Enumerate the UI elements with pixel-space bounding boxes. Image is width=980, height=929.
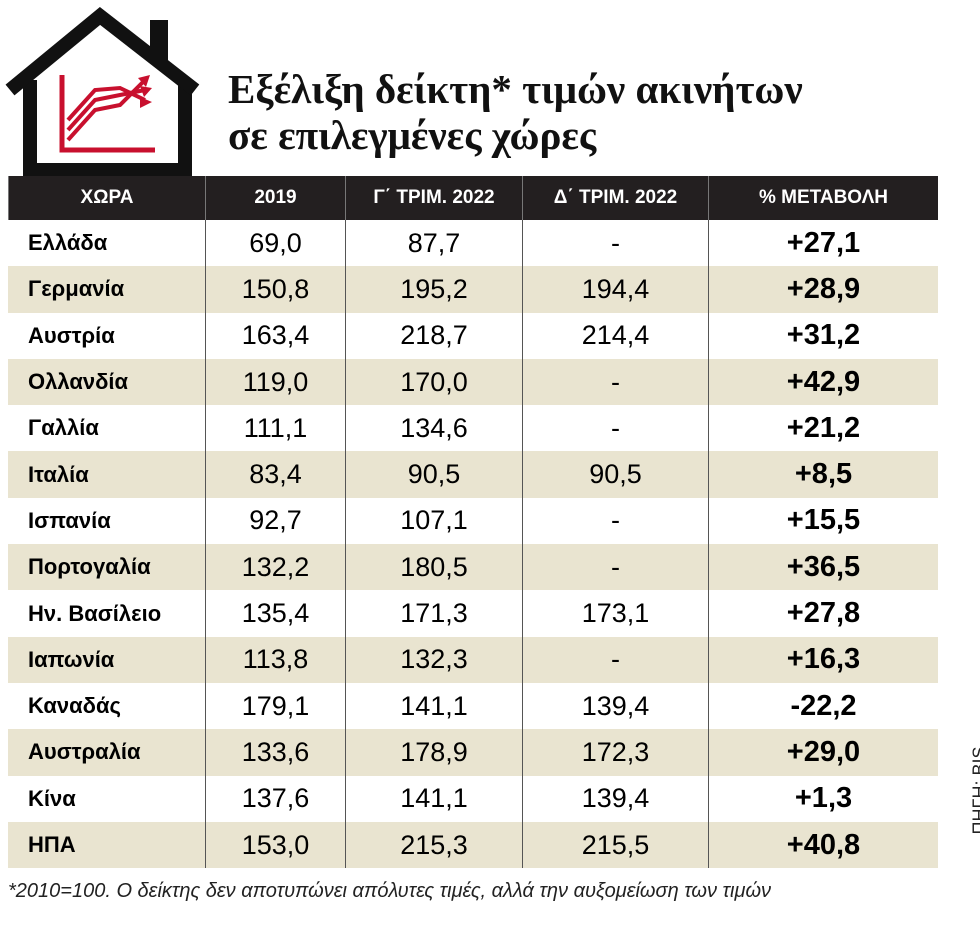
cell-value: 69,0 <box>205 220 345 267</box>
cell-value: 215,3 <box>345 821 522 869</box>
cell-value: +29,0 <box>708 729 938 776</box>
country: Ιαπωνία <box>28 646 115 672</box>
cell-value: - <box>522 220 708 267</box>
cell-value: 132,3 <box>345 636 522 683</box>
cell-value: 87,7 <box>345 220 522 267</box>
table-row: Αυστρία 163,4 218,7 214,4 +31,2 <box>8 312 938 359</box>
cell-value: +21,2 <box>708 405 938 452</box>
table-row: Ην. Βασίλειο 135,4 171,3 173,1 +27,8 <box>8 590 938 637</box>
table-row: Ισπανία 92,7 107,1- +15,5 <box>8 497 938 545</box>
country: Αυστρία <box>28 322 115 348</box>
cell-value: 92,7 <box>205 497 345 545</box>
table-row: Ελλάδα 69,0 87,7- +27,1 <box>8 220 938 267</box>
cell-value: - <box>522 544 708 591</box>
country: Καναδάς <box>28 693 121 719</box>
cell-value: 172,3 <box>522 729 708 776</box>
column-header: Γ΄ ΤΡΙΜ. 2022 <box>345 176 522 220</box>
cell-value: 133,6 <box>205 729 345 776</box>
cell-value: 170,0 <box>345 358 522 406</box>
country: ΗΠΑ <box>28 832 76 857</box>
country: Κίνα <box>28 785 76 811</box>
table-body: Ελλάδα 69,0 87,7- +27,1 Γερμανία 150,8 195,2 19… <box>8 220 938 869</box>
table-row: Αυστραλία 133,6 178,9 172,3 +29,0 <box>8 729 938 776</box>
cell-value: 119,0 <box>205 358 345 406</box>
country: Ολλανδία <box>28 369 129 395</box>
cell-value: 150,8 <box>205 266 345 313</box>
table-row: Πορτογαλία 132,2 180,5- +36,5 <box>8 544 938 591</box>
source: ΠΗΓΗ: BIS <box>969 746 980 835</box>
cell-value: 139,4 <box>522 682 708 730</box>
cell-value: +42,9 <box>708 358 938 406</box>
cell-value: 171,3 <box>345 590 522 637</box>
cell-value: +27,8 <box>708 590 938 637</box>
cell-value: - <box>522 497 708 545</box>
cell-value: 179,1 <box>205 682 345 730</box>
cell-value: 113,8 <box>205 636 345 683</box>
country: Ελλάδα <box>28 230 108 256</box>
cell-value: 141,1 <box>345 682 522 730</box>
cell-value: - <box>522 358 708 406</box>
cell-value: 173,1 <box>522 590 708 637</box>
cell-value: +15,5 <box>708 497 938 545</box>
cell-value: 180,5 <box>345 544 522 591</box>
country: Ιταλία <box>28 461 89 487</box>
column-header: Δ΄ ΤΡΙΜ. 2022 <box>522 176 708 220</box>
table-row: Ιταλία 83,4 90,5 90,5 +8,5 <box>8 451 938 498</box>
cell-value: +8,5 <box>708 451 938 498</box>
cell-value: 90,5 <box>522 451 708 498</box>
title-line: σε επιλεγμένες χώρες <box>228 112 597 158</box>
table-row: Κίνα 137,6 141,1 139,4 +1,3 <box>8 775 938 822</box>
cell-value: - <box>522 636 708 683</box>
country: Γαλλία <box>28 415 99 441</box>
table-row: Ολλανδία 119,0 170,0- +42,9 <box>8 358 938 406</box>
cell-value: +40,8 <box>708 821 938 869</box>
cell-value: +31,2 <box>708 312 938 359</box>
table: ΧΩΡΑ 2019 Γ΄ ΤΡΙΜ. 2022 Δ΄ ΤΡΙΜ. 2022% ΜΕΤΑ… <box>8 176 938 869</box>
cell-value: 111,1 <box>205 405 345 452</box>
country: Αυστραλία <box>28 739 141 765</box>
table-row: ΗΠΑ 153,0 215,3 215,5 +40,8 <box>8 821 938 869</box>
cell-value: 137,6 <box>205 775 345 822</box>
column-header: % ΜΕΤΑΒΟΛΗ <box>708 176 938 220</box>
column-header: 2019 <box>205 176 345 220</box>
country: Πορτογαλία <box>28 554 151 580</box>
cell-value: 215,5 <box>522 821 708 869</box>
country: Ισπανία <box>28 507 111 533</box>
cell-value: 90,5 <box>345 451 522 498</box>
table-row: Γαλλία 111,1 134,6- +21,2 <box>8 405 938 452</box>
cell-value: 107,1 <box>345 497 522 545</box>
cell-value: +36,5 <box>708 544 938 591</box>
cell-value: 134,6 <box>345 405 522 452</box>
house-icon <box>5 7 200 176</box>
cell-value: 139,4 <box>522 775 708 822</box>
cell-value: 83,4 <box>205 451 345 498</box>
cell-value: 178,9 <box>345 729 522 776</box>
title: Εξέλιξη δείκτη* τιμών ακινήτων σε επιλεγ… <box>228 66 803 158</box>
cell-value: 163,4 <box>205 312 345 359</box>
cell-value: -22,2 <box>708 682 938 730</box>
country: Γερμανία <box>28 276 125 302</box>
cell-value: 132,2 <box>205 544 345 591</box>
cell-value: +27,1 <box>708 220 938 267</box>
cell-value: 153,0 <box>205 821 345 869</box>
cell-value: +1,3 <box>708 775 938 822</box>
header-row: ΧΩΡΑ 2019 Γ΄ ΤΡΙΜ. 2022 Δ΄ ΤΡΙΜ. 2022% ΜΕΤΑ… <box>8 176 938 220</box>
footnote: *2010=100. Ο δείκτης δεν αποτυπώνει απόλ… <box>8 880 772 902</box>
table-row: Καναδάς 179,1 141,1 139,4 -22,2 <box>8 682 938 730</box>
column-header: ΧΩΡΑ <box>8 176 205 220</box>
cell-value: - <box>522 405 708 452</box>
cell-value: 195,2 <box>345 266 522 313</box>
cell-value: +28,9 <box>708 266 938 313</box>
cell-value: 135,4 <box>205 590 345 637</box>
cell-value: 214,4 <box>522 312 708 359</box>
cell-value: 141,1 <box>345 775 522 822</box>
cell-value: +16,3 <box>708 636 938 683</box>
table-row: Ιαπωνία 113,8 132,3- +16,3 <box>8 636 938 683</box>
title-line: Εξέλιξη δείκτη* τιμών ακινήτων <box>228 66 803 112</box>
cell-value: 194,4 <box>522 266 708 313</box>
table-row: Γερμανία 150,8 195,2 194,4 +28,9 <box>8 266 938 313</box>
country: Ην. Βασίλειο <box>28 600 162 626</box>
cell-value: 218,7 <box>345 312 522 359</box>
